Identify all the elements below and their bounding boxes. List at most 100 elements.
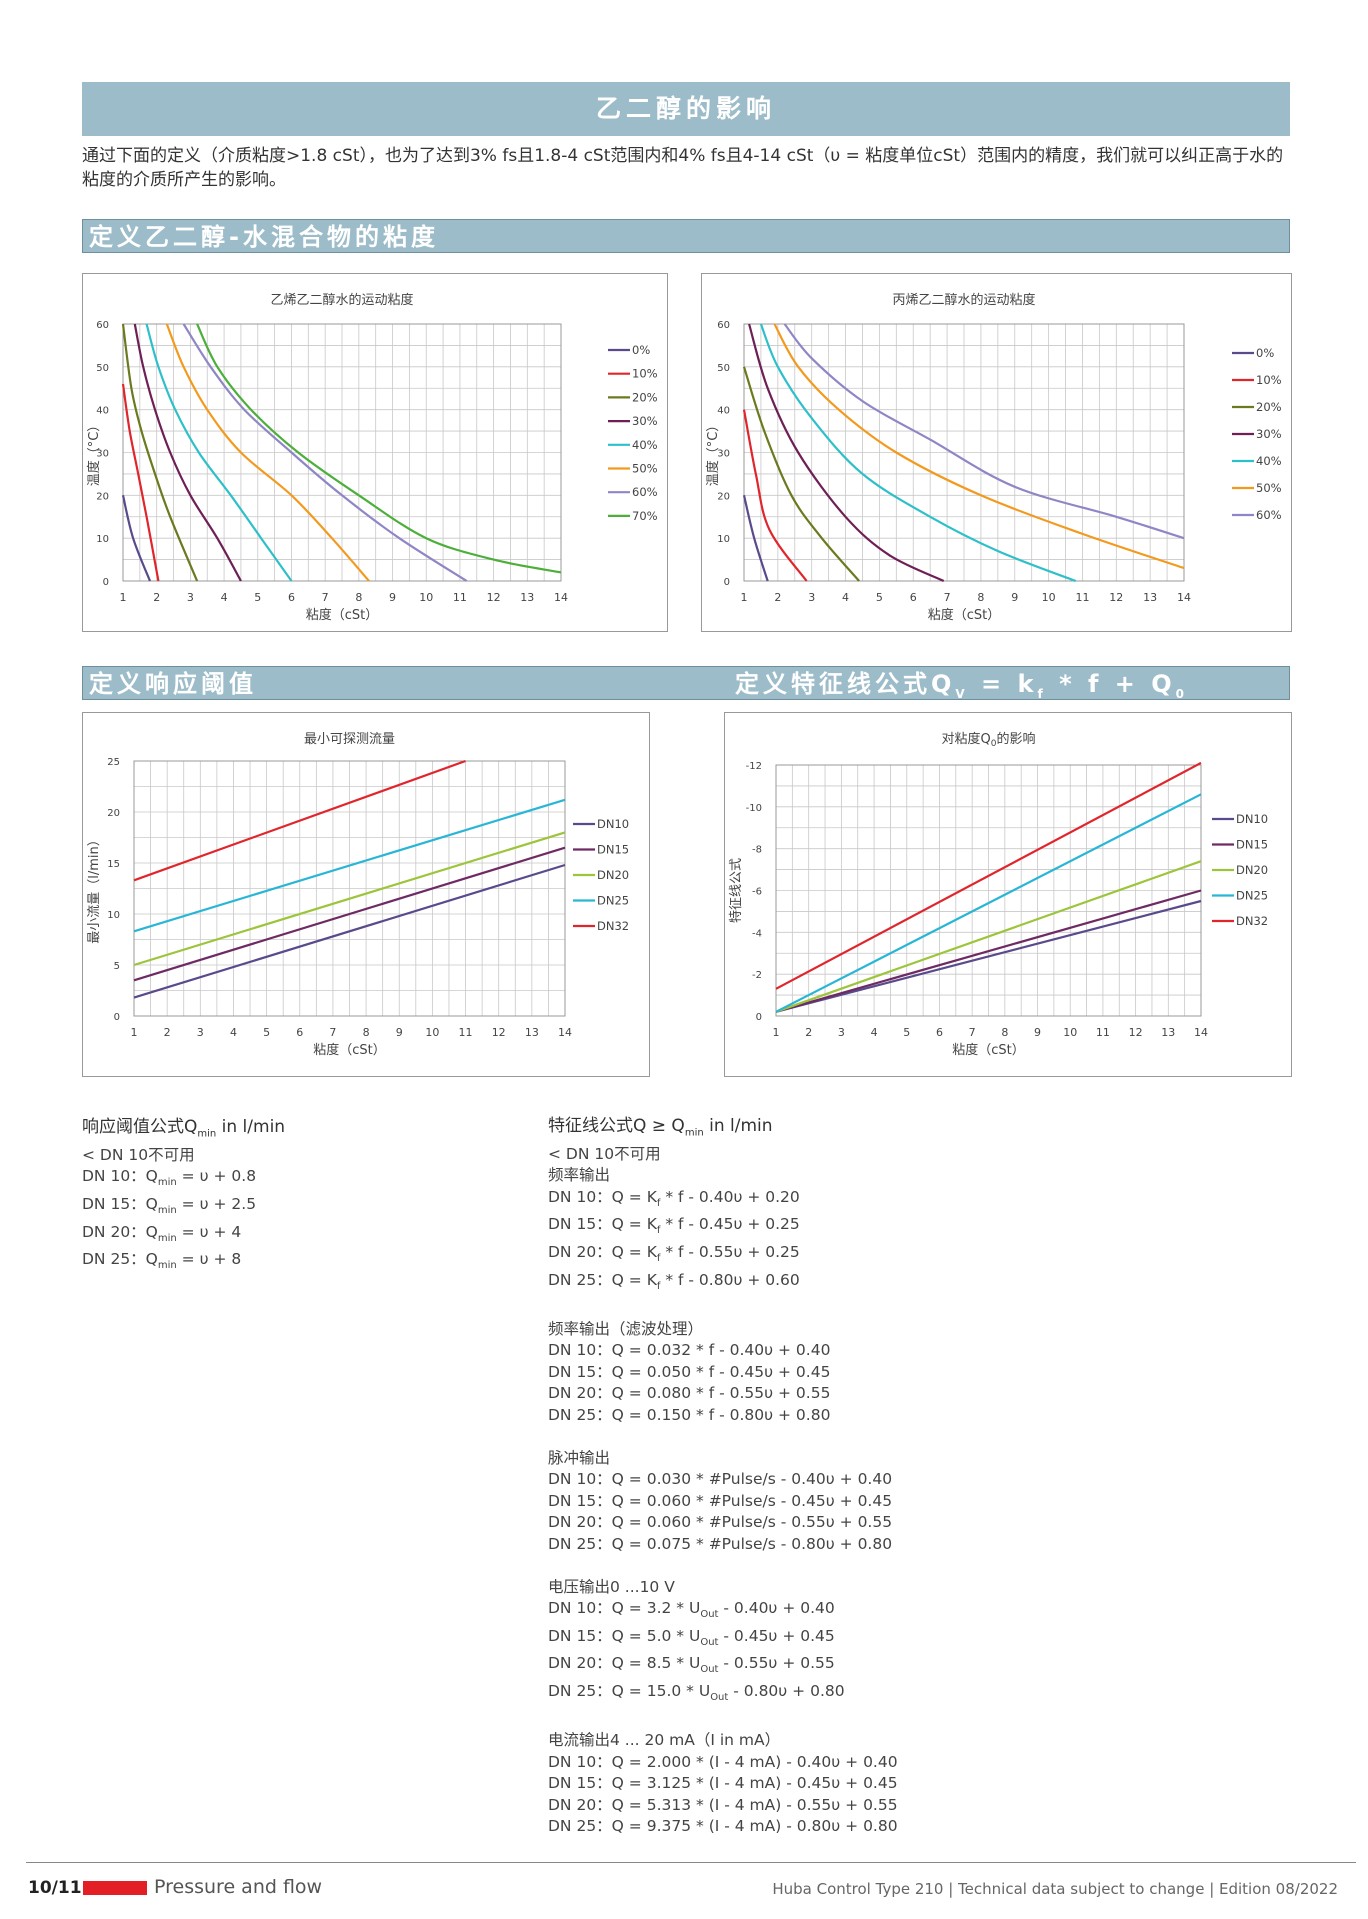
formula-block: 电压输出0 ...10 V DN 10：Q = 3.2 * UOut - 0.40… — [548, 1577, 1108, 1709]
legend-label: 50% — [1256, 481, 1282, 495]
legend-label: 0% — [1256, 346, 1274, 360]
formula-line: < DN 10不可用 — [548, 1144, 661, 1163]
x-tick-label: 13 — [520, 591, 534, 604]
x-tick-label: 5 — [254, 591, 261, 604]
series-line-40pct — [759, 323, 1077, 583]
x-tick-label: 8 — [355, 591, 362, 604]
x-axis-label: 粘度（cSt） — [313, 1042, 386, 1058]
legend-label: 20% — [1256, 400, 1282, 414]
chart-panel-propylene: 丙烯乙二醇水的运动粘度 1 2 3 4 5 6 7 8 9 10 11 12 13 14 0 10 20 30 40 5… — [701, 273, 1292, 632]
x-tick-label: 9 — [1011, 591, 1018, 604]
formula-line: DN 10：Q = 3.2 * UOut - 0.40υ + 0.40 — [548, 1599, 835, 1621]
formula-line: DN 25：Q = 15.0 * UOut - 0.80υ + 0.80 — [548, 1682, 845, 1704]
y-tick-label: 50 — [96, 363, 109, 374]
footer-section: Pressure and flow — [154, 1876, 323, 1898]
section-threshold-title: 定义响应阈值 — [89, 670, 257, 698]
x-tick-label: 10 — [1042, 591, 1056, 604]
formula-line: 电流输出4 ... 20 mA（I in mA） — [548, 1731, 781, 1750]
series-line-20pct — [742, 366, 860, 582]
series-line-dn25 — [133, 798, 566, 933]
legend-label: DN15 — [597, 843, 629, 857]
formula-line: 脉冲输出 — [548, 1448, 611, 1467]
series-line-30pct — [748, 323, 945, 582]
section-threshold-bar: 定义响应阈值 定义特征线公式QV = kf * f + Q0 — [82, 666, 1290, 701]
y-tick-label: -4 — [752, 928, 762, 939]
threshold-formulas: 响应阈值公式Qmin in l/min < DN 10不可用 DN 10：Qmin … — [82, 1117, 522, 1277]
plot-frame — [133, 760, 566, 1017]
legend-label: DN32 — [1236, 914, 1268, 928]
series-line-0pct — [121, 495, 152, 582]
legend-label: 0% — [632, 343, 650, 357]
x-tick-label: 11 — [453, 591, 467, 604]
formula-block: 频率输出（滤波处理） DN 10：Q = 0.032 * f - 0.40υ + … — [548, 1319, 1108, 1427]
series-line-10pct — [121, 383, 160, 582]
x-tick-label: 14 — [554, 591, 568, 604]
x-tick-label: 10 — [425, 1026, 439, 1039]
x-tick-label: 11 — [1096, 1026, 1110, 1039]
x-tick-label: 2 — [153, 591, 160, 604]
formula-line: 电压输出0 ...10 V — [548, 1577, 675, 1596]
x-tick-label: 5 — [876, 591, 883, 604]
series-line-0pct — [742, 495, 769, 582]
x-tick-label: 4 — [221, 591, 228, 604]
x-tick-label: 11 — [459, 1026, 473, 1039]
legend-label: 50% — [632, 462, 658, 476]
series-line-dn15 — [775, 889, 1202, 1013]
formula-line: DN 25：Q = 0.150 * f - 0.80υ + 0.80 — [548, 1405, 831, 1424]
x-tick-label: 12 — [1129, 1026, 1143, 1039]
series-line-40pct — [145, 323, 293, 582]
series-line-dn10 — [133, 863, 566, 999]
plot-frame — [743, 323, 1185, 582]
x-tick-label: 4 — [230, 1026, 237, 1039]
x-tick-label: 11 — [1075, 591, 1089, 604]
y-tick-label: 0 — [756, 1012, 762, 1023]
y-tick-label: -12 — [746, 761, 762, 772]
y-tick-label: 0 — [103, 577, 109, 588]
x-tick-label: 4 — [871, 1026, 878, 1039]
formula-line: DN 20：Q = 8.5 * UOut - 0.55υ + 0.55 — [548, 1654, 835, 1676]
formula-line: DN 20：Qmin = υ + 4 — [82, 1222, 242, 1244]
y-tick-label: 30 — [717, 449, 730, 460]
series-line-dn15 — [133, 846, 566, 982]
formula-line: DN 15：Qmin = υ + 2.5 — [82, 1194, 257, 1217]
legend-label: 30% — [1256, 427, 1282, 441]
x-tick-label: 2 — [164, 1026, 171, 1039]
x-tick-label: 4 — [842, 591, 849, 604]
legend-label: DN10 — [597, 817, 629, 831]
page-number: 10/11 — [28, 1878, 82, 1898]
formula-line: DN 10：Q = 0.030 * #Pulse/s - 0.40υ + 0.4… — [548, 1470, 893, 1489]
series-line-dn20 — [775, 860, 1202, 1013]
footer-red-bar — [83, 1881, 147, 1895]
chart-panel-ethylene: 乙烯乙二醇水的运动粘度 1 2 3 4 5 6 7 8 9 10 11 12 13 14 0 10 20 30 40 5… — [82, 273, 668, 632]
legend-label: DN32 — [597, 919, 629, 933]
y-tick-label: -8 — [752, 845, 762, 856]
series-line-50pct — [773, 323, 1185, 570]
x-tick-label: 14 — [558, 1026, 572, 1039]
formula-line: 特征线公式Q ≥ Qmin in l/min — [548, 1116, 773, 1139]
y-tick-label: 30 — [96, 449, 109, 460]
y-tick-label: 0 — [724, 577, 730, 588]
x-tick-label: 6 — [296, 1026, 303, 1039]
y-tick-label: 25 — [107, 757, 120, 768]
x-tick-label: 13 — [525, 1026, 539, 1039]
x-tick-label: 9 — [1034, 1026, 1041, 1039]
formula-line: DN 10：Q = Kf * f - 0.40υ + 0.20 — [548, 1187, 800, 1209]
formula-block: 频率输出 DN 10：Q = Kf * f - 0.40υ + 0.20 DN 15… — [548, 1165, 1108, 1297]
x-tick-label: 6 — [910, 591, 917, 604]
footer-divider — [26, 1862, 1356, 1863]
formula-line: 频率输出 — [548, 1166, 611, 1185]
series-line-dn10 — [775, 899, 1202, 1013]
plot-frame — [122, 323, 562, 582]
chart-panel-threshold: 最小可探测流量 1 2 3 4 5 6 7 8 9 10 11 12 13 14 0 5 10 15 20 25 粘度（c… — [82, 712, 650, 1077]
y-tick-label: 5 — [114, 961, 120, 972]
x-tick-label: 5 — [903, 1026, 910, 1039]
x-tick-label: 3 — [808, 591, 815, 604]
section-viscosity-bar: 定义乙二醇-水混合物的粘度 — [82, 219, 1290, 253]
series-line-dn32 — [133, 759, 466, 882]
x-tick-label: 9 — [396, 1026, 403, 1039]
chart-panel-offset: 对粘度Q0的影响 1 2 3 4 5 6 7 8 9 10 11 12 13 14 0 -2 -4 -6 -8 -10-… — [724, 712, 1292, 1077]
x-tick-label: 6 — [288, 591, 295, 604]
